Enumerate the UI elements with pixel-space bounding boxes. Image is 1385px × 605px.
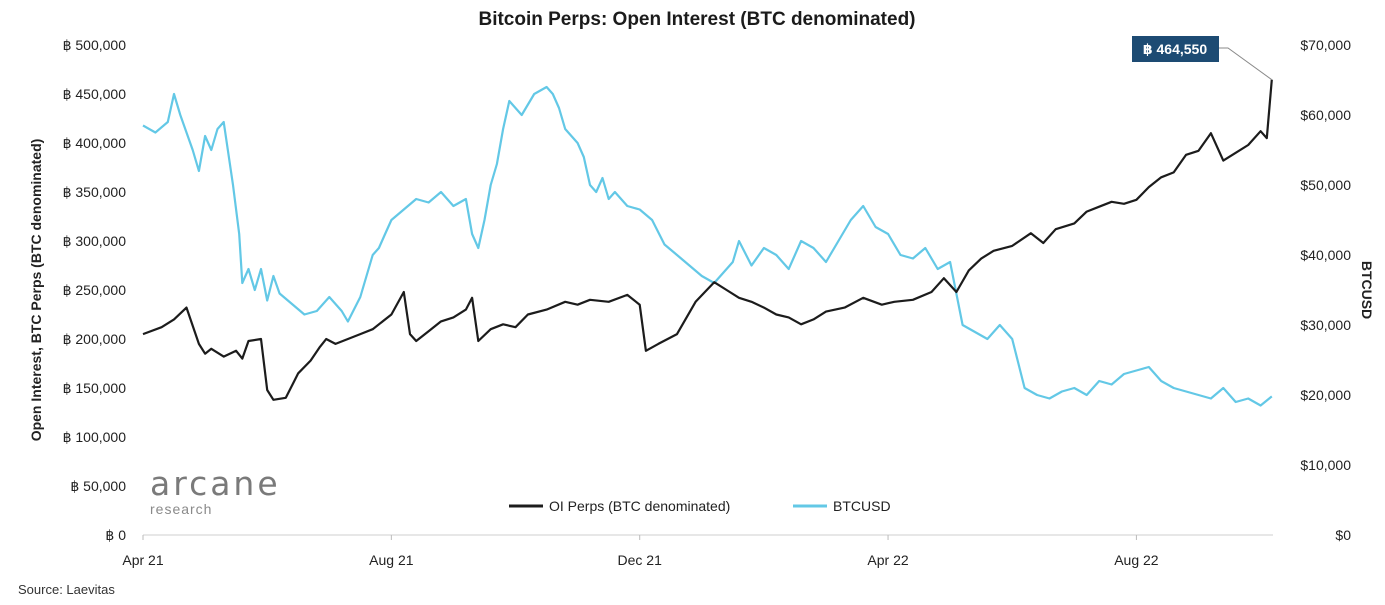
x-tick-label: Dec 21 bbox=[618, 552, 663, 568]
annotation-label: ฿ 464,550 bbox=[1143, 41, 1207, 57]
right-tick-label: $20,000 bbox=[1300, 387, 1351, 403]
left-tick-label: ฿ 0 bbox=[105, 527, 126, 543]
left-tick-label: ฿ 250,000 bbox=[63, 282, 127, 298]
annotation-leader-line bbox=[1219, 47, 1273, 81]
left-tick-label: ฿ 300,000 bbox=[63, 233, 127, 249]
legend-label-oi: OI Perps (BTC denominated) bbox=[549, 498, 730, 514]
x-tick-label: Apr 21 bbox=[122, 552, 163, 568]
x-tick-label: Aug 22 bbox=[1114, 552, 1159, 568]
right-tick-label: $60,000 bbox=[1300, 107, 1351, 123]
right-tick-label: $70,000 bbox=[1300, 37, 1351, 53]
right-tick-label: $10,000 bbox=[1300, 457, 1351, 473]
left-tick-label: ฿ 200,000 bbox=[63, 331, 127, 347]
left-axis-title: Open Interest, BTC Perps (BTC denominate… bbox=[28, 139, 44, 442]
left-tick-label: ฿ 500,000 bbox=[63, 37, 127, 53]
source-note: Source: Laevitas bbox=[18, 582, 115, 597]
legend-label-btcusd: BTCUSD bbox=[833, 498, 891, 514]
logo-main-text: arcane bbox=[150, 464, 281, 503]
annotation-box bbox=[1132, 36, 1219, 62]
x-tick-label: Apr 22 bbox=[867, 552, 908, 568]
right-tick-label: $50,000 bbox=[1300, 177, 1351, 193]
right-axis-title: BTCUSD bbox=[1359, 261, 1375, 319]
series-lines bbox=[142, 79, 1273, 407]
left-tick-label: ฿ 50,000 bbox=[70, 478, 126, 494]
left-tick-label: ฿ 350,000 bbox=[63, 184, 127, 200]
arcane-logo: arcane research bbox=[150, 464, 281, 517]
btcusd-line bbox=[142, 85, 1273, 407]
right-tick-label: $0 bbox=[1335, 527, 1351, 543]
left-tick-label: ฿ 150,000 bbox=[63, 380, 127, 396]
oi-perps-line bbox=[142, 79, 1273, 401]
left-tick-label: ฿ 450,000 bbox=[63, 86, 127, 102]
right-axis-ticks: $70,000 $60,000 $50,000 $40,000 $30,000 $20,0… bbox=[1300, 37, 1351, 543]
left-axis-ticks: ฿ 500,000 ฿ 450,000 ฿ 400,000 ฿ 350,000 ฿ 30… bbox=[63, 37, 127, 543]
right-tick-label: $40,000 bbox=[1300, 247, 1351, 263]
logo-sub-text: research bbox=[150, 501, 213, 517]
left-tick-label: ฿ 100,000 bbox=[63, 429, 127, 445]
left-tick-label: ฿ 400,000 bbox=[63, 135, 127, 151]
latest-value-annotation: ฿ 464,550 bbox=[1132, 36, 1273, 81]
right-tick-label: $30,000 bbox=[1300, 317, 1351, 333]
legend: OI Perps (BTC denominated) BTCUSD bbox=[509, 498, 891, 514]
x-tick-label: Aug 21 bbox=[369, 552, 414, 568]
chart-title: Bitcoin Perps: Open Interest (BTC denomi… bbox=[478, 9, 915, 30]
x-axis-ticks: Apr 21 Aug 21 Dec 21 Apr 22 Aug 22 bbox=[122, 535, 1159, 568]
